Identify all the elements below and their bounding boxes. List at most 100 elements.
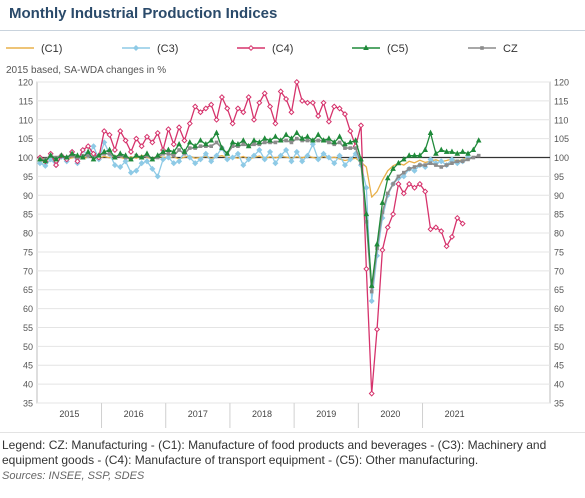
data-point-c5	[272, 133, 279, 139]
data-point-c4	[170, 141, 177, 148]
data-point-c4	[176, 124, 183, 131]
legend-item-cz: CZ	[468, 43, 518, 55]
chart-legend: (C1) (C3) (C4) (C5) CZ	[6, 43, 518, 55]
data-point-cz	[262, 140, 267, 145]
y-tick-label-right: 115	[554, 96, 568, 106]
data-point-c3	[170, 160, 177, 167]
data-point-c3	[400, 173, 407, 180]
data-point-c4	[422, 188, 429, 195]
legend-item-c5: (C5)	[352, 43, 408, 55]
plot-frame	[36, 81, 551, 404]
data-point-c5	[379, 199, 386, 205]
data-point-c5	[433, 150, 439, 156]
data-point-c3	[122, 158, 129, 165]
data-point-c3	[90, 143, 97, 150]
data-point-cz	[273, 140, 278, 145]
y-tick-label-right: 70	[554, 266, 564, 276]
y-tick-label-left: 40	[23, 380, 33, 390]
y-tick-label-left: 35	[23, 399, 33, 409]
data-point-cz	[396, 174, 401, 179]
data-point-c5	[411, 152, 418, 158]
data-point-c5	[454, 150, 461, 156]
data-point-c4	[224, 105, 231, 112]
series-line-cz	[40, 137, 479, 293]
y-tick-label-right: 50	[554, 342, 564, 352]
data-point-c3	[283, 146, 290, 153]
series-cz	[38, 136, 481, 294]
data-point-c3	[224, 156, 231, 163]
data-point-cz	[407, 167, 411, 171]
data-point-c5	[459, 148, 466, 154]
data-point-c3	[261, 156, 268, 163]
data-point-c3	[192, 160, 199, 167]
legend-item-c3: (C3)	[122, 43, 178, 55]
data-point-c3	[347, 156, 354, 163]
data-point-c5	[449, 148, 455, 154]
data-point-c3	[229, 154, 236, 161]
data-point-c5	[154, 152, 161, 158]
data-point-c4	[454, 214, 461, 221]
data-point-cz	[188, 146, 192, 150]
data-point-c4	[416, 180, 423, 187]
data-point-c4	[299, 97, 306, 104]
data-point-cz	[198, 144, 203, 148]
data-point-c5	[101, 148, 107, 154]
data-point-c3	[363, 184, 370, 191]
data-point-c5	[304, 133, 311, 139]
data-point-c5	[37, 156, 43, 162]
data-point-c3	[186, 154, 193, 161]
data-point-c5	[256, 139, 263, 145]
data-point-c3	[288, 158, 295, 165]
data-point-c4	[320, 99, 327, 106]
data-point-c3	[133, 167, 140, 174]
data-point-c4	[390, 211, 397, 218]
data-point-cz	[423, 163, 427, 167]
data-point-c4	[293, 78, 300, 86]
data-point-c3	[165, 154, 172, 161]
data-point-c4	[250, 116, 258, 123]
data-point-c5	[374, 241, 380, 247]
data-point-cz	[418, 163, 422, 167]
data-point-c5	[133, 152, 140, 158]
data-point-c4	[267, 103, 274, 110]
data-point-c4	[256, 99, 263, 106]
data-point-c3	[315, 156, 322, 163]
data-point-c4	[443, 243, 450, 250]
y-tick-label-right: 45	[554, 361, 564, 371]
data-point-c4	[154, 129, 161, 136]
data-point-c3	[208, 158, 215, 165]
data-point-cz	[476, 153, 481, 158]
data-point-c5	[294, 129, 300, 135]
series-line-c4	[39, 81, 464, 395]
data-point-c5	[395, 159, 402, 166]
data-point-c4	[117, 128, 124, 135]
data-point-c5	[42, 157, 49, 164]
data-point-c4	[79, 146, 86, 153]
data-point-c4	[85, 143, 92, 150]
data-point-cz	[444, 163, 449, 167]
y-tick-label-left: 75	[23, 247, 33, 257]
data-point-c5	[267, 137, 273, 143]
y-tick-label-left: 65	[23, 285, 33, 295]
data-point-cz	[284, 138, 288, 143]
data-point-c3	[36, 160, 44, 167]
data-point-c4	[240, 109, 247, 116]
data-point-c5	[112, 154, 118, 160]
data-point-c5	[347, 139, 354, 145]
data-point-c4	[106, 131, 113, 138]
data-point-cz	[166, 151, 171, 156]
data-point-cz	[252, 142, 256, 147]
data-point-c5	[277, 137, 284, 143]
y-tick-label-left: 70	[23, 266, 33, 276]
data-point-c4	[277, 88, 284, 95]
data-point-c3	[111, 162, 118, 169]
chart-subtitle: 2015 based, SA-WDA changes in %	[6, 65, 166, 76]
data-point-c5	[106, 146, 113, 152]
data-point-c5	[80, 154, 86, 160]
data-point-cz	[380, 210, 385, 215]
line-chart: (C1) (C3) (C4) (C5) CZ 2015 based, SA-WDA ch…	[6, 43, 569, 428]
data-point-c5	[192, 142, 198, 149]
series-line-c3	[39, 141, 469, 302]
data-point-cz	[353, 146, 358, 150]
data-point-c5	[288, 135, 295, 141]
